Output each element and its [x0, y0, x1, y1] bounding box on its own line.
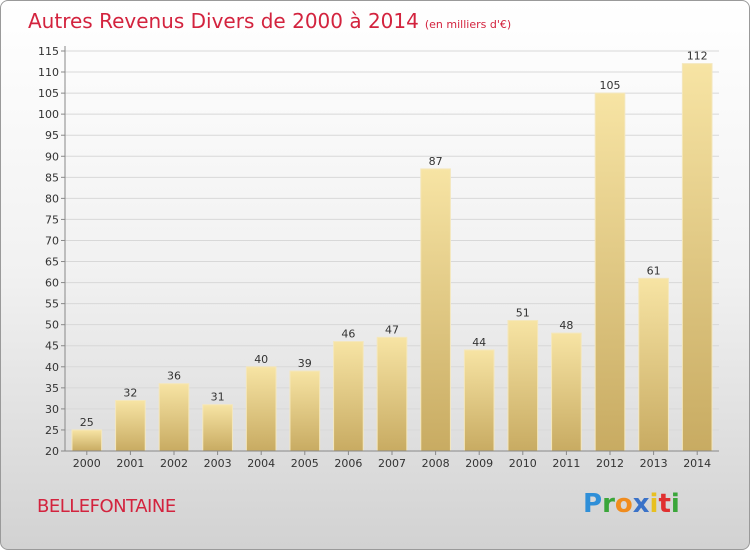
y-tick-label: 55	[45, 298, 59, 311]
logo-letter: t	[658, 489, 671, 519]
x-tick-label: 2009	[465, 457, 493, 470]
x-tick-label: 2000	[73, 457, 101, 470]
data-label: 46	[341, 328, 355, 341]
data-label: 112	[687, 50, 708, 63]
y-tick-label: 65	[45, 256, 59, 269]
y-tick-label: 25	[45, 424, 59, 437]
y-tick-label: 85	[45, 171, 59, 184]
y-tick-label: 60	[45, 277, 59, 290]
bar-2010	[507, 319, 539, 452]
y-tick-label: 90	[45, 150, 59, 163]
data-label: 40	[254, 353, 268, 366]
bar-2007	[376, 336, 408, 452]
data-label: 61	[647, 264, 661, 277]
x-tick-label: 2006	[334, 457, 362, 470]
logo-letter: r	[602, 489, 615, 519]
x-tick-label: 2007	[378, 457, 406, 470]
y-tick-label: 80	[45, 192, 59, 205]
x-tick-label: 2008	[422, 457, 450, 470]
logo-letter: P	[583, 489, 603, 519]
city-name: BELLEFONTAINE	[37, 496, 176, 517]
y-tick-label: 100	[38, 108, 59, 121]
data-label: 105	[600, 79, 621, 92]
data-label: 51	[516, 306, 530, 319]
x-tick-label: 2012	[596, 457, 624, 470]
bar-2011	[551, 332, 582, 452]
chart-title: Autres Revenus Divers de 2000 à 2014 (en …	[28, 9, 511, 33]
y-tick-label: 115	[38, 45, 59, 58]
x-tick-label: 2002	[160, 457, 188, 470]
x-tick-label: 2014	[683, 457, 711, 470]
bar-2003	[202, 404, 233, 452]
chart-title-text: Autres Revenus Divers de 2000 à 2014	[28, 9, 419, 33]
bar-2001	[115, 399, 146, 452]
y-tick-label: 35	[45, 382, 59, 395]
y-tick-label: 75	[45, 213, 59, 226]
y-tick-label: 50	[45, 319, 59, 332]
labels: 20 25 30 35 40 45 50 55 60 65 70 75 80 85 90 95 100 105 11…	[38, 45, 711, 470]
bar-2002	[158, 383, 190, 452]
x-tick-label: 2001	[116, 457, 144, 470]
data-label: 32	[123, 386, 137, 399]
logo-letter: i	[670, 489, 680, 519]
y-tick-label: 45	[45, 340, 59, 353]
y-tick-label: 95	[45, 129, 59, 142]
x-tick-label: 2004	[247, 457, 275, 470]
bar-2013	[638, 277, 669, 452]
data-label: 25	[80, 416, 94, 429]
y-tick-label: 40	[45, 361, 59, 374]
chart-subtitle: (en milliers d'€)	[424, 18, 512, 31]
data-label: 31	[211, 391, 225, 404]
x-tick-label: 2003	[204, 457, 232, 470]
logo-letter: x	[632, 489, 650, 519]
proxiti-logo: Proxiti	[583, 489, 680, 519]
bar-2000	[71, 429, 103, 452]
axes	[61, 46, 719, 455]
data-label: 39	[298, 357, 312, 370]
bar-2012	[594, 92, 626, 452]
y-tick-label: 70	[45, 234, 59, 247]
data-label: 47	[385, 323, 399, 336]
bar-2004	[245, 366, 277, 452]
bar-2008	[420, 168, 451, 452]
x-tick-label: 2010	[509, 457, 537, 470]
bar-2014	[681, 63, 713, 452]
y-tick-label: 20	[45, 445, 59, 458]
logo-letter: o	[614, 489, 633, 519]
y-tick-label: 30	[45, 403, 59, 416]
bars	[71, 63, 713, 452]
bar-2009	[463, 349, 495, 452]
data-label: 87	[429, 155, 443, 168]
x-tick-label: 2005	[291, 457, 319, 470]
bar-2005	[289, 370, 321, 452]
data-label: 48	[559, 319, 573, 332]
x-tick-label: 2011	[552, 457, 580, 470]
y-tick-label: 110	[38, 66, 59, 79]
y-tick-label: 105	[38, 87, 59, 100]
bar-2006	[333, 341, 364, 452]
data-label: 44	[472, 336, 486, 349]
logo-letter: i	[649, 489, 659, 519]
data-label: 36	[167, 370, 181, 383]
x-tick-label: 2013	[640, 457, 668, 470]
